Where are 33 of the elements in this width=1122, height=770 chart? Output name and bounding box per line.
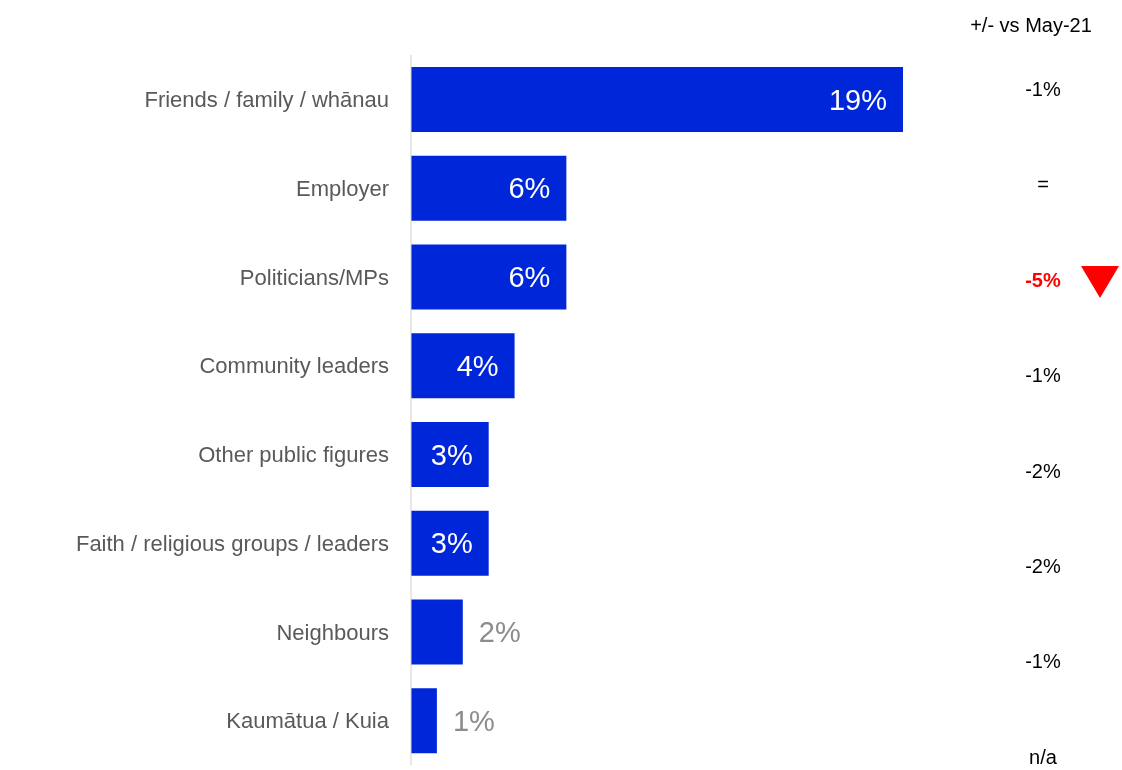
y-tick-label: Kaumātua / Kuia [226, 708, 390, 734]
data-label: 6% [508, 261, 551, 294]
data-label: 19% [828, 83, 887, 116]
bar [411, 688, 437, 754]
text: -5% [1024, 268, 1062, 292]
bar [411, 422, 489, 487]
bar [411, 599, 463, 665]
text: -2% [1024, 459, 1062, 483]
data-label: 6% [508, 172, 551, 205]
data-label: 3% [430, 438, 473, 471]
text: -1% [1024, 650, 1062, 674]
text: -1% [1024, 364, 1062, 388]
data-label: 1% [452, 704, 495, 737]
text: = [1036, 173, 1050, 197]
y-tick-label: Other public figures [198, 442, 389, 468]
bar [411, 510, 489, 576]
y-tick-label: Faith / religious groups / leaders [75, 530, 389, 556]
text: n/a [1028, 745, 1058, 769]
y-tick-label: Neighbours [276, 619, 389, 645]
data-label: 4% [456, 349, 499, 382]
y-tick-label: Employer [296, 175, 389, 201]
text: -2% [1024, 555, 1062, 578]
bar [411, 244, 567, 310]
bar [411, 333, 515, 399]
y-tick-label: Friends / family / whānau [144, 87, 389, 113]
data-label: 2% [478, 616, 521, 649]
bar [411, 155, 567, 221]
data-label: 3% [430, 527, 473, 560]
text: -1% [1024, 78, 1062, 101]
text: +/- vs May-21 [969, 14, 1093, 37]
y-tick-label: Politicians/MPs [239, 264, 389, 290]
y-tick-label: Community leaders [199, 353, 389, 379]
bar [411, 67, 903, 132]
